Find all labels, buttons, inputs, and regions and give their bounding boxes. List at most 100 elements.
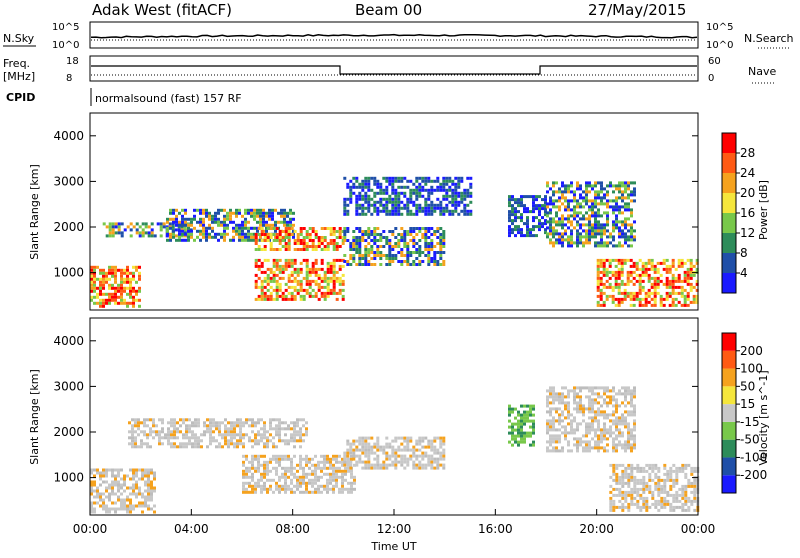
echo-cell <box>585 431 588 435</box>
echo-cell <box>123 298 126 302</box>
echo-cell <box>618 196 621 200</box>
echo-cell <box>611 273 615 277</box>
echo-cell <box>582 386 585 390</box>
echo-cell <box>630 463 634 467</box>
echo-cell <box>609 235 612 239</box>
echo-cell <box>630 181 633 185</box>
echo-cell <box>684 490 688 494</box>
echo-cell <box>683 276 687 280</box>
echo-cell <box>341 475 344 479</box>
echo-cell <box>448 179 452 183</box>
echo-cell <box>585 395 588 399</box>
echo-cell <box>131 430 134 434</box>
echo-cell <box>111 501 114 505</box>
echo-cell <box>290 460 293 464</box>
echo-cell <box>641 273 645 277</box>
echo-cell <box>457 212 461 216</box>
echo-cell <box>632 297 636 301</box>
echo-cell <box>320 279 324 283</box>
echo-cell <box>427 230 431 233</box>
echo-cell <box>254 487 257 491</box>
echo-cell <box>208 232 211 236</box>
echo-cell <box>436 242 440 245</box>
echo-cell <box>552 217 555 221</box>
echo-cell <box>608 276 612 280</box>
echo-cell <box>281 267 285 271</box>
echo-cell <box>633 386 636 390</box>
echo-cell <box>323 227 327 230</box>
echo-cell <box>532 419 535 423</box>
echo-cell <box>683 303 687 307</box>
echo-cell <box>615 220 618 224</box>
echo-cell <box>442 188 446 192</box>
time-axis-label: Time UT <box>370 540 416 553</box>
echo-cell <box>627 401 630 405</box>
echo-cell <box>183 225 187 229</box>
echo-cell <box>439 239 443 242</box>
echo-cell <box>233 442 236 446</box>
echo-cell <box>269 484 272 488</box>
echo-cell <box>289 223 292 227</box>
echo-cell <box>609 419 612 423</box>
echo-cell <box>208 211 211 215</box>
echo-cell <box>144 468 147 472</box>
echo-cell <box>220 223 223 227</box>
echo-cell <box>293 475 296 479</box>
echo-cell <box>254 239 258 242</box>
echo-cell <box>289 211 292 215</box>
echo-cell <box>367 442 371 446</box>
echo-cell <box>257 285 261 289</box>
echo-cell <box>111 295 114 299</box>
echo-cell <box>370 451 374 455</box>
echo-cell <box>296 478 299 482</box>
echo-cell <box>615 466 619 470</box>
echo-cell <box>588 428 591 432</box>
echo-cell <box>567 226 570 230</box>
echo-cell <box>353 478 356 482</box>
echo-cell <box>391 245 395 248</box>
echo-cell <box>284 297 288 301</box>
echo-cell <box>126 265 129 269</box>
echo-cell <box>238 238 241 242</box>
echo-cell <box>612 499 616 503</box>
echo-cell <box>179 418 182 422</box>
echo-cell <box>454 203 458 207</box>
echo-cell <box>223 208 226 212</box>
echo-cell <box>546 184 549 188</box>
echo-cell <box>418 251 422 254</box>
colorbar-swatch <box>722 457 736 476</box>
echo-cell <box>636 490 640 494</box>
echo-cell <box>412 251 416 254</box>
echo-cell <box>137 421 140 425</box>
echo-cell <box>341 481 344 485</box>
echo-cell <box>188 436 191 440</box>
echo-cell <box>442 206 446 210</box>
echo-cell <box>338 288 342 292</box>
echo-cell <box>597 202 600 206</box>
echo-cell <box>238 232 241 236</box>
echo-cell <box>611 294 615 298</box>
echo-cell <box>346 209 350 213</box>
echo-cell <box>278 424 281 428</box>
echo-cell <box>299 439 302 443</box>
echo-cell <box>624 446 627 450</box>
echo-cell <box>600 187 603 191</box>
echo-cell <box>630 226 633 230</box>
echo-cell <box>167 430 170 434</box>
echo-cell <box>418 230 422 233</box>
echo-cell <box>415 185 419 189</box>
echo-cell <box>624 425 627 429</box>
echo-cell <box>391 191 395 195</box>
echo-cell <box>445 191 449 195</box>
echo-cell <box>597 410 600 414</box>
echo-cell <box>627 181 630 185</box>
echo-cell <box>430 448 434 452</box>
echo-cell <box>305 475 308 479</box>
echo-cell <box>421 445 425 449</box>
echo-cell <box>508 431 511 435</box>
echo-cell <box>120 504 123 508</box>
echo-cell <box>129 292 132 296</box>
echo-cell <box>627 184 630 188</box>
echo-cell <box>302 288 306 292</box>
echo-cell <box>358 457 362 461</box>
